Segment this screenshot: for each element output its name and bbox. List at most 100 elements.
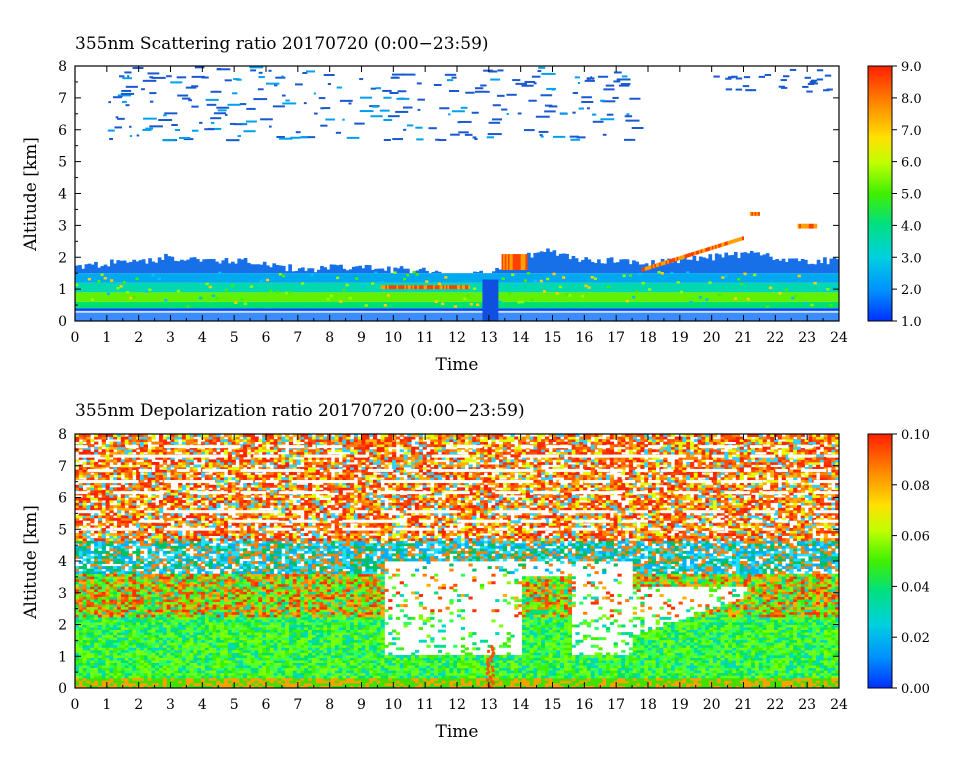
depol-cell xyxy=(136,657,141,661)
boundary-band-cell xyxy=(603,292,608,302)
boundary-band-cell xyxy=(450,273,455,283)
boundary-band-cell xyxy=(616,311,620,321)
depol-cell xyxy=(288,680,294,684)
depol-cell xyxy=(709,667,714,671)
boundary-band-cell xyxy=(396,273,401,283)
boundary-band-cell xyxy=(762,311,767,321)
cloud-cell xyxy=(383,285,386,290)
depol-cell xyxy=(651,657,657,661)
boundary-band-cell xyxy=(243,301,248,309)
high-cloud-fragment xyxy=(725,88,733,91)
speckle-cell xyxy=(211,294,216,298)
depol-cell xyxy=(690,667,695,671)
depol-cell xyxy=(678,672,683,676)
boundary-band-cell xyxy=(718,282,722,293)
depol-cell xyxy=(800,672,806,676)
speckle-cell xyxy=(702,302,706,306)
speckle-cell xyxy=(552,272,557,276)
depol-cell xyxy=(659,685,664,688)
boundary-band-cell xyxy=(415,311,420,321)
depol-cell xyxy=(296,685,301,688)
boundary-band-cell xyxy=(160,292,165,302)
boundary-band-cell xyxy=(536,301,541,309)
depol-cell xyxy=(334,667,339,671)
depol-cell xyxy=(667,672,672,676)
boundary-band-cell xyxy=(437,311,442,321)
boundary-band-cell xyxy=(148,308,152,312)
depol-cell xyxy=(499,662,504,666)
boundary-band-cell xyxy=(698,308,703,312)
boundary-band-cell xyxy=(167,308,171,312)
boundary-band-cell xyxy=(835,301,839,309)
depol-cell xyxy=(380,662,385,666)
depol-cell xyxy=(323,670,328,674)
depol-cell xyxy=(667,667,672,671)
boundary-band-cell xyxy=(807,292,811,302)
depol-cell xyxy=(506,665,511,669)
depol-cell xyxy=(109,685,114,688)
depol-cell xyxy=(105,672,110,676)
boundary-band-cell xyxy=(457,301,461,309)
depol-cell xyxy=(285,677,290,681)
boundary-band-cell xyxy=(154,308,159,312)
depol-cell xyxy=(120,665,126,669)
depol-cell xyxy=(426,657,431,661)
boundary-band-cell xyxy=(686,292,690,302)
boundary-band-cell xyxy=(530,301,534,309)
cloud-cell xyxy=(503,254,506,270)
depol-cell xyxy=(342,654,347,658)
boundary-band-cell xyxy=(367,301,372,309)
depol-cell xyxy=(361,672,366,676)
boundary-band-cell xyxy=(784,311,789,321)
boundary-band-cell xyxy=(444,301,448,309)
depol-cell xyxy=(86,654,91,658)
depol-cell xyxy=(514,675,519,679)
boundary-band-cell xyxy=(301,308,305,312)
boundary-band-cell xyxy=(250,311,254,321)
depol-cell xyxy=(812,660,817,663)
depol-cell xyxy=(434,665,439,669)
boundary-band-cell xyxy=(358,273,362,283)
depol-cell xyxy=(525,677,530,681)
depol-cell xyxy=(460,680,466,684)
depol-cell xyxy=(178,670,183,674)
depol-cell xyxy=(453,667,458,671)
depol-cell xyxy=(143,654,148,658)
boundary-band-cell xyxy=(256,308,261,312)
boundary-band-cell xyxy=(641,301,646,309)
depol-cell xyxy=(395,667,401,671)
depol-cell xyxy=(460,662,466,666)
depol-cell xyxy=(819,662,825,666)
speckle-cell xyxy=(116,286,121,290)
boundary-band-cell xyxy=(447,273,452,283)
boundary-band-cell xyxy=(453,308,458,312)
depol-cell xyxy=(556,680,561,684)
depol-cell xyxy=(476,667,481,671)
boundary-band-cell xyxy=(437,301,442,309)
boundary-band-cell xyxy=(753,308,757,312)
depol-cell xyxy=(437,654,443,658)
cloud-cell xyxy=(519,254,522,270)
boundary-band-cell xyxy=(199,301,203,309)
boundary-band-cell xyxy=(714,292,719,302)
high-cloud-fragment xyxy=(451,76,457,79)
depol-cell xyxy=(288,662,294,666)
depol-cell xyxy=(86,667,91,671)
aerosol-layer-cell xyxy=(794,258,799,274)
depol-cell xyxy=(334,654,339,658)
speckle-cell xyxy=(453,305,458,308)
boundary-band-cell xyxy=(113,282,117,293)
boundary-band-cell xyxy=(329,311,334,321)
boundary-band-cell xyxy=(230,301,235,309)
boundary-band-cell xyxy=(237,292,242,302)
depol-cell xyxy=(273,680,278,684)
depol-cell xyxy=(506,654,511,658)
high-cloud-fragment xyxy=(487,90,490,93)
boundary-band-cell xyxy=(772,282,776,293)
x-tick-label: 0 xyxy=(71,330,80,346)
depol-cell xyxy=(254,672,259,676)
high-cloud-fragment xyxy=(417,108,421,111)
boundary-band-cell xyxy=(651,311,655,321)
depol-cell xyxy=(774,672,779,676)
depol-cell xyxy=(762,657,767,661)
